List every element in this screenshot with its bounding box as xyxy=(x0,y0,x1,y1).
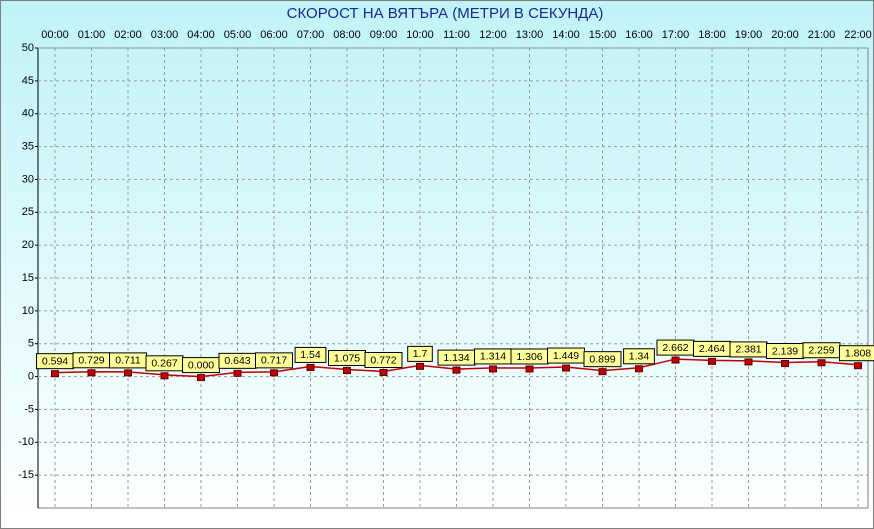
y-tick-label: 45 xyxy=(22,75,34,87)
x-tick-label: 13:00 xyxy=(516,29,544,41)
value-label: 1.34 xyxy=(629,351,650,363)
y-tick-label: 40 xyxy=(22,108,34,120)
marker xyxy=(854,362,862,370)
value-label-box xyxy=(294,346,327,363)
marker xyxy=(781,360,789,368)
y-tick-label: 20 xyxy=(22,239,34,251)
x-tick-label: 08:00 xyxy=(333,29,361,41)
x-tick-label: 15:00 xyxy=(589,29,617,41)
value-label-box xyxy=(623,348,655,365)
marker xyxy=(197,374,205,382)
value-label: 0.711 xyxy=(115,355,141,367)
x-tick-label: 05:00 xyxy=(224,29,252,41)
x-tick-label: 22:00 xyxy=(844,29,872,41)
value-label-box xyxy=(407,345,433,362)
value-label: 1.306 xyxy=(516,351,542,363)
marker xyxy=(708,357,716,365)
x-tick-label: 04:00 xyxy=(187,29,215,41)
x-tick-label: 02:00 xyxy=(114,29,142,41)
value-label-box xyxy=(255,352,293,369)
marker xyxy=(489,365,497,373)
x-tick-label: 01:00 xyxy=(78,29,106,41)
value-label: 0.717 xyxy=(261,355,287,367)
x-tick-label: 16:00 xyxy=(625,29,653,41)
x-tick-label: 03:00 xyxy=(151,29,179,41)
marker xyxy=(124,369,132,377)
x-tick-label: 10:00 xyxy=(406,29,434,41)
marker xyxy=(379,368,388,376)
x-tick-label: 20:00 xyxy=(771,29,799,41)
marker xyxy=(270,369,278,377)
value-label: 2.662 xyxy=(662,342,688,354)
x-tick-label: 21:00 xyxy=(808,29,836,41)
value-label: 0.643 xyxy=(224,355,250,367)
y-tick-label: -10 xyxy=(18,436,34,448)
marker xyxy=(452,366,461,374)
value-label: 0.772 xyxy=(370,354,396,366)
marker xyxy=(160,372,169,380)
value-label: 1.449 xyxy=(553,350,579,362)
x-tick-label: 17:00 xyxy=(662,29,690,41)
y-tick-label: 30 xyxy=(22,173,34,185)
y-tick-label: 10 xyxy=(22,305,34,317)
chart-title: СКОРОСТ НА ВЯТЪРА (МЕТРИ В СЕКУНДА) xyxy=(287,5,604,22)
marker xyxy=(87,369,96,377)
value-label: 1.7 xyxy=(413,348,428,360)
value-label: 2.139 xyxy=(772,345,798,357)
x-tick-label: 14:00 xyxy=(552,29,580,41)
y-tick-label: 15 xyxy=(22,272,34,284)
y-tick-label: 50 xyxy=(22,42,34,54)
x-tick-label: 12:00 xyxy=(479,29,507,41)
y-tick-label: 0 xyxy=(28,370,34,382)
marker xyxy=(233,369,242,377)
marker xyxy=(817,359,826,367)
marker xyxy=(416,362,424,370)
x-tick-label: 06:00 xyxy=(260,29,288,41)
y-tick-label: -5 xyxy=(24,403,34,415)
y-tick-label: 25 xyxy=(22,206,34,218)
marker xyxy=(343,367,351,375)
value-label: 2.381 xyxy=(735,344,761,356)
value-label-box xyxy=(839,345,874,362)
y-tick-label: 5 xyxy=(28,338,34,350)
y-tick-label: 35 xyxy=(22,140,34,152)
value-label: 0.000 xyxy=(188,359,214,371)
value-label: 0.594 xyxy=(42,355,68,367)
x-tick-label: 18:00 xyxy=(698,29,726,41)
value-label: 0.267 xyxy=(151,358,177,370)
x-tick-label: 07:00 xyxy=(297,29,325,41)
x-tick-label: 19:00 xyxy=(735,29,763,41)
value-label: 1.075 xyxy=(334,352,360,364)
value-label: 0.729 xyxy=(78,355,104,367)
marker xyxy=(598,368,607,376)
value-label-box xyxy=(583,351,622,368)
value-label: 2.464 xyxy=(699,343,725,355)
value-label: 1.54 xyxy=(300,349,321,361)
value-label: 2.259 xyxy=(808,345,834,357)
marker xyxy=(306,363,315,371)
x-tick-label: 09:00 xyxy=(370,29,398,41)
marker xyxy=(635,365,643,373)
x-tick-label: 11:00 xyxy=(443,29,470,41)
value-label-box xyxy=(364,351,403,368)
marker xyxy=(562,364,570,372)
value-label: 1.314 xyxy=(480,351,506,363)
marker xyxy=(525,365,534,373)
value-label: 1.134 xyxy=(443,352,469,364)
value-label: 0.899 xyxy=(589,353,615,365)
value-label: 1.808 xyxy=(845,347,871,359)
marker xyxy=(671,356,680,364)
x-tick-label: 00:00 xyxy=(41,29,69,41)
marker xyxy=(51,370,59,378)
marker xyxy=(744,358,753,366)
y-tick-label: -15 xyxy=(18,469,34,481)
